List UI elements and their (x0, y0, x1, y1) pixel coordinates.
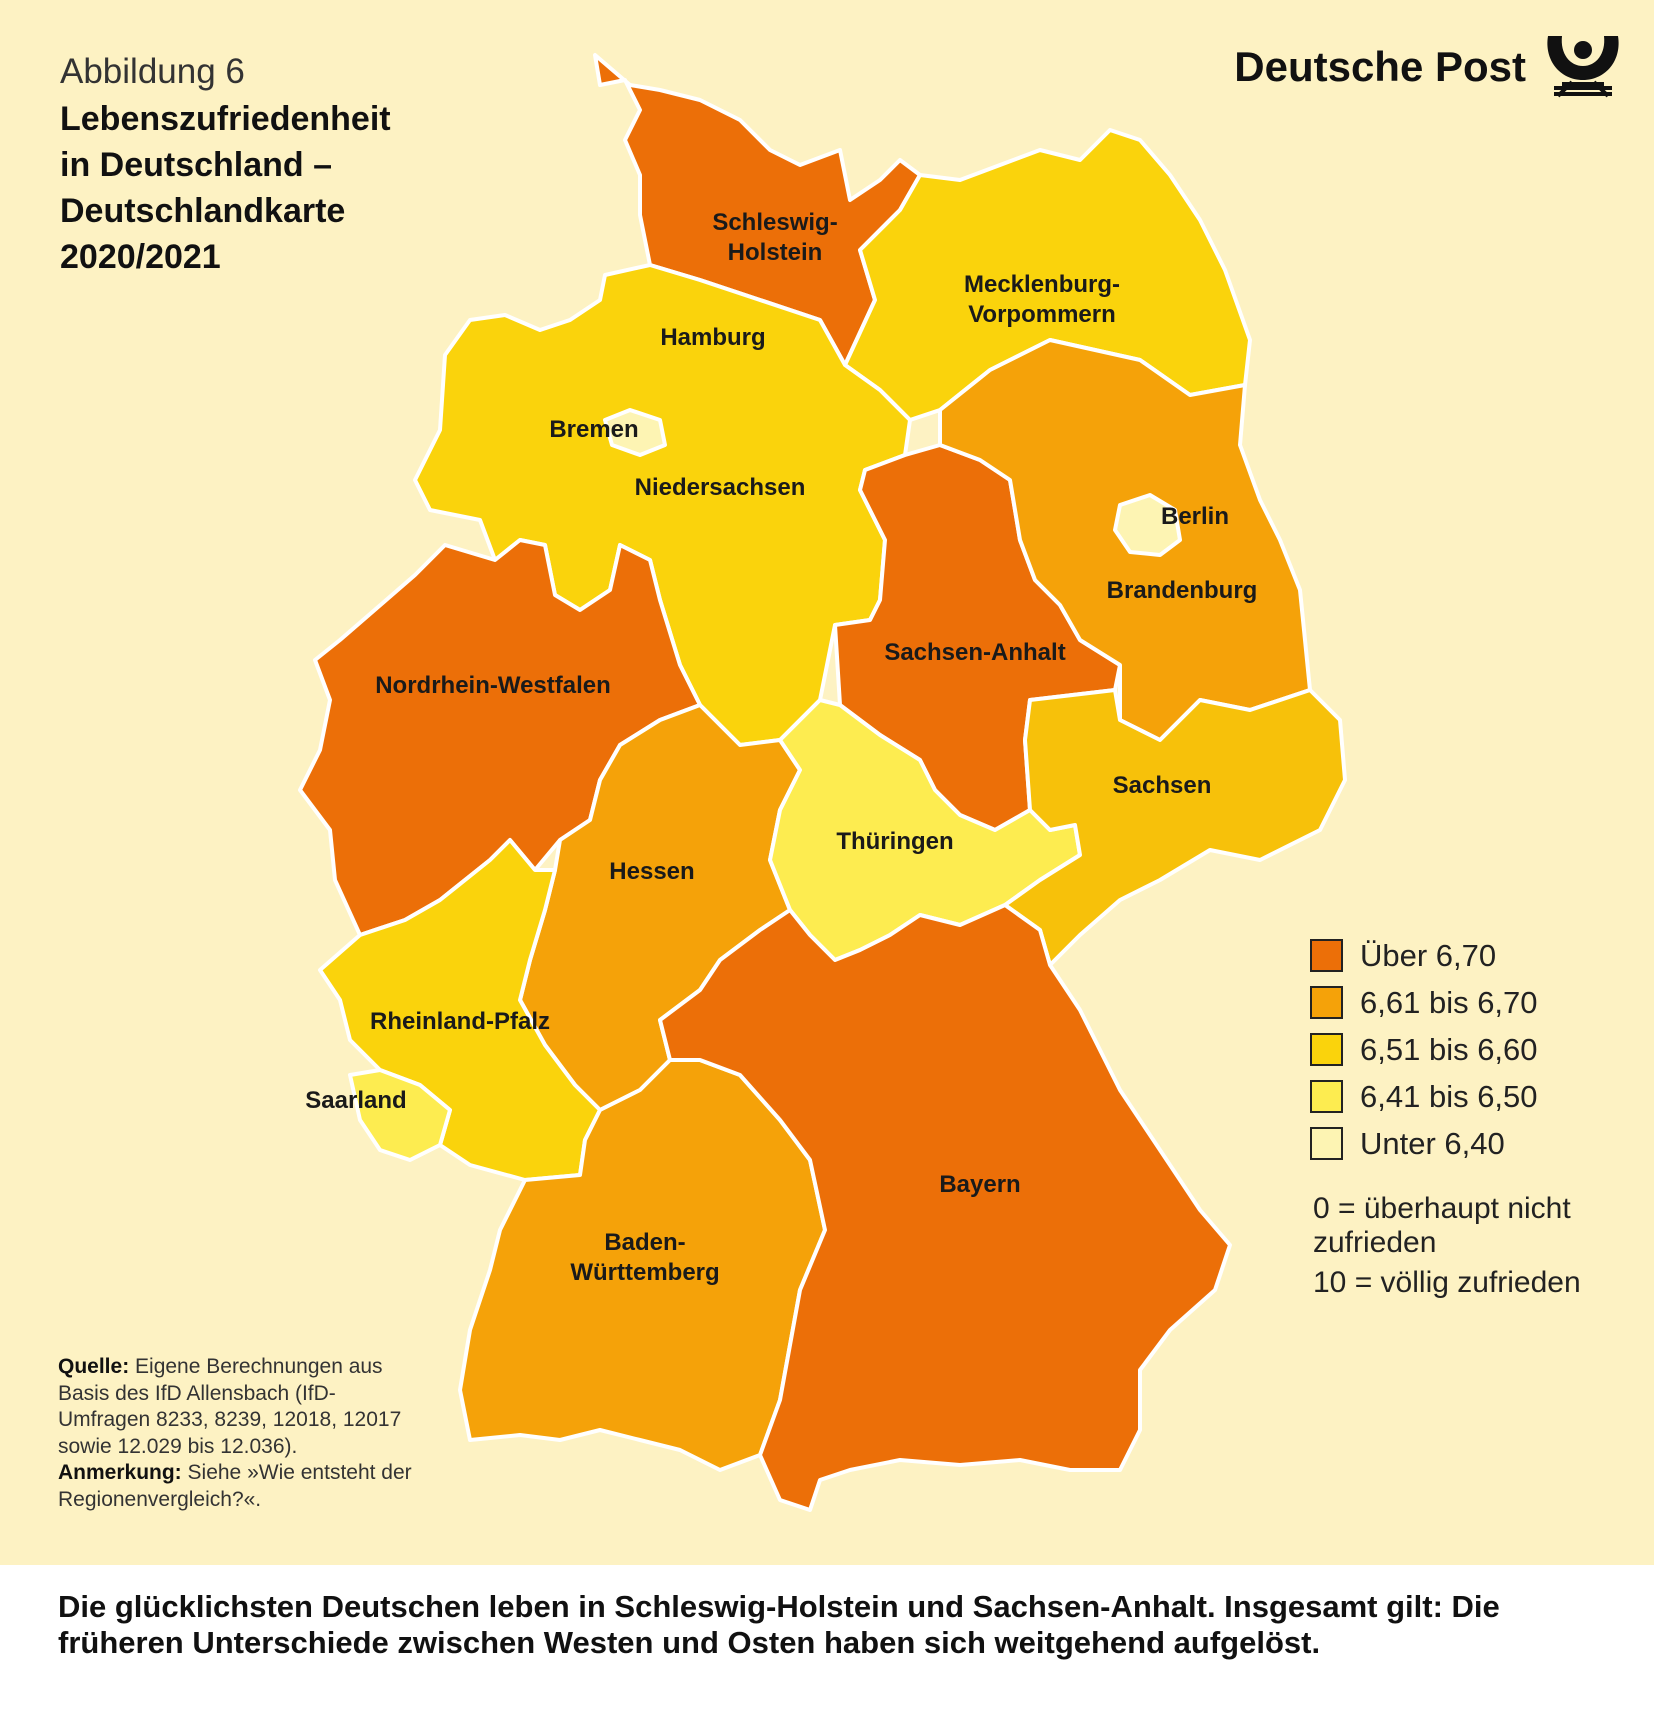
state-label-line: Sachsen (1113, 772, 1212, 799)
state-label: Hessen (609, 858, 694, 885)
remark-label: Anmerkung: (58, 1461, 182, 1484)
legend-swatch (1310, 1033, 1343, 1066)
state-saarland[interactable] (348, 1068, 452, 1162)
state-label: Nordrhein-Westfalen (375, 672, 611, 699)
state-label-line: Baden- (604, 1229, 685, 1256)
state-label: Saarland (305, 1087, 406, 1114)
scale-note-min: 0 = überhaupt nicht zufrieden (1313, 1192, 1571, 1259)
state-label: Sachsen (1113, 772, 1212, 799)
state-label-line: Vorpommern (968, 301, 1116, 328)
state-label-line: Mecklenburg- (964, 271, 1120, 298)
legend-swatch (1310, 1080, 1343, 1113)
legend-label: 6,61 bis 6,70 (1360, 984, 1538, 1020)
scale-note: 0 = überhaupt nicht zufrieden 10 = völli… (1313, 1192, 1633, 1300)
source-text: Eigene Berechnungen aus Basis des IfD Al… (58, 1355, 402, 1458)
state-label: Thüringen (836, 828, 953, 855)
legend-swatch (1310, 986, 1343, 1019)
legend: Über 6,70 6,61 bis 6,70 6,51 bis 6,60 6,… (1310, 932, 1630, 1167)
state-label: Schleswig- Holstein (712, 209, 837, 266)
state-label-line: Sachsen-Anhalt (884, 639, 1065, 666)
legend-label: Über 6,70 (1360, 937, 1497, 973)
source-note: Quelle: Eigene Berechnungen aus Basis de… (58, 1354, 418, 1513)
state-label-line: Nordrhein-Westfalen (375, 672, 611, 699)
legend-swatch (1310, 1127, 1343, 1160)
state-label-line: Rheinland-Pfalz (370, 1008, 550, 1035)
state-label-line: Thüringen (836, 828, 953, 855)
posthorn-icon (1542, 30, 1624, 103)
state-label: Berlin (1161, 503, 1229, 530)
state-label: Baden- Württemberg (570, 1229, 719, 1286)
germany-map: Schleswig- Holstein Hamburg Mecklenburg- Vor… (298, 53, 1347, 1512)
legend-item: 6,51 bis 6,60 (1310, 1026, 1630, 1073)
state-label-line: Niedersachsen (635, 474, 806, 501)
state-bremen[interactable] (603, 408, 667, 457)
legend-item: Unter 6,40 (1310, 1120, 1630, 1167)
legend-label: 6,51 bis 6,60 (1360, 1031, 1538, 1067)
state-label-line: Brandenburg (1107, 577, 1258, 604)
state-label-line: Schleswig- (712, 209, 837, 236)
state-label: Hamburg (660, 324, 765, 351)
figure-label: Abbildung 6 (60, 52, 245, 91)
state-label-line: Württemberg (570, 1259, 719, 1286)
state-berlin[interactable] (1113, 493, 1182, 557)
source-label: Quelle: (58, 1355, 130, 1378)
state-label-line: Berlin (1161, 503, 1229, 530)
state-label-line: Bremen (549, 416, 638, 443)
state-bayern[interactable] (658, 903, 1232, 1512)
state-label-line: Holstein (728, 239, 823, 266)
page-title: Lebenszufriedenheit in Deutschland – Deu… (60, 100, 391, 276)
legend-swatch (1310, 939, 1343, 972)
state-label: Niedersachsen (635, 474, 806, 501)
remark-text: Siehe »Wie entsteht der Regionenvergleic… (58, 1461, 412, 1511)
brand-name: Deutsche Post (1234, 42, 1526, 90)
state-label-line: Hessen (609, 858, 694, 885)
state-label: Rheinland-Pfalz (370, 1008, 550, 1035)
scale-note-max: 10 = völlig zufrieden (1313, 1266, 1581, 1299)
legend-item: 6,41 bis 6,50 (1310, 1073, 1630, 1120)
state-label-line: Hamburg (660, 324, 765, 351)
state-label-line: Saarland (305, 1087, 406, 1114)
state-label: Brandenburg (1107, 577, 1258, 604)
legend-label: 6,41 bis 6,50 (1360, 1078, 1538, 1114)
state-label: Bremen (549, 416, 638, 443)
state-label: Sachsen-Anhalt (884, 639, 1065, 666)
state-sachsen[interactable] (1003, 688, 1347, 967)
state-label: Mecklenburg- Vorpommern (964, 271, 1120, 328)
legend-item: Über 6,70 (1310, 932, 1630, 979)
legend-item: 6,61 bis 6,70 (1310, 979, 1630, 1026)
caption: Die glücklichsten Deutschen leben in Sch… (58, 1589, 1500, 1660)
state-label: Bayern (939, 1171, 1020, 1198)
state-label-line: Bayern (939, 1171, 1020, 1198)
brand: Deutsche Post (1234, 30, 1624, 103)
legend-label: Unter 6,40 (1360, 1125, 1505, 1161)
